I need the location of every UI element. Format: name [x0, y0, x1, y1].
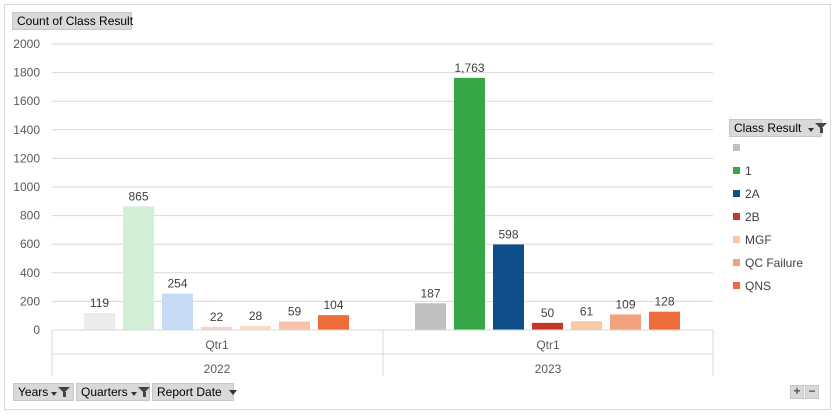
legend-item	[733, 140, 745, 156]
legend-swatch	[733, 190, 740, 198]
data-label: 50	[541, 306, 555, 320]
y-tick-label: 0	[33, 323, 40, 337]
legend-label: 2B	[745, 210, 760, 224]
data-label: 119	[90, 296, 109, 310]
filter-icon[interactable]	[130, 384, 152, 400]
x-tick-label-quarter: Qtr1	[205, 338, 229, 352]
axis-field-label: Years	[18, 385, 49, 399]
legend-swatch	[733, 144, 740, 152]
legend-item: 1	[733, 163, 752, 179]
x-tick-label-quarter: Qtr1	[536, 338, 560, 352]
y-tick-label: 1800	[13, 66, 40, 80]
data-label: 104	[323, 298, 343, 312]
data-label: 865	[128, 189, 148, 203]
axis-field-label: Quarters	[81, 385, 128, 399]
axis-field-button[interactable]: Quarters	[76, 383, 150, 401]
collapse-field-button[interactable]: −	[805, 385, 819, 399]
legend-label: MGF	[745, 233, 772, 247]
x-tick-label-year: 2023	[535, 362, 562, 376]
bar	[571, 321, 602, 330]
plus-icon: +	[793, 384, 801, 398]
y-tick-label: 1400	[13, 123, 40, 137]
value-field-label: Count of Class Result	[17, 14, 134, 28]
bar	[610, 314, 641, 330]
legend-label: 2A	[745, 187, 760, 201]
legend-filter-icon[interactable]	[807, 120, 829, 136]
legend-item: QC Failure	[733, 255, 803, 271]
y-tick-label: 1000	[13, 180, 40, 194]
legend-item: MGF	[733, 232, 772, 248]
y-tick-label: 600	[20, 237, 40, 251]
data-label: 109	[615, 297, 635, 311]
data-label: 61	[580, 304, 594, 318]
y-tick-label: 1200	[13, 151, 40, 165]
legend-label: 1	[745, 164, 752, 178]
bar	[84, 312, 115, 330]
data-label: 22	[210, 310, 224, 324]
legend-swatch	[733, 282, 740, 290]
legend-swatch	[733, 236, 740, 244]
legend-field-button[interactable]: Class Result	[729, 119, 827, 137]
axis-field-button[interactable]: Report Date	[152, 383, 237, 401]
legend-swatch	[733, 213, 740, 221]
legend-label: QNS	[745, 279, 772, 293]
data-label: 1,763	[454, 61, 484, 75]
dropdown-icon[interactable]	[228, 384, 238, 400]
bar	[240, 325, 271, 330]
legend-field-label: Class Result	[734, 121, 802, 135]
expand-field-button[interactable]: +	[790, 385, 804, 399]
y-tick-label: 800	[20, 209, 40, 223]
data-label: 128	[654, 295, 674, 309]
bar	[454, 77, 485, 331]
minus-icon: −	[808, 384, 816, 398]
y-tick-label: 400	[20, 266, 40, 280]
legend-item: QNS	[733, 278, 771, 294]
bar	[649, 311, 680, 330]
data-label: 598	[498, 227, 518, 241]
filter-icon[interactable]	[50, 384, 72, 400]
data-label: 254	[167, 277, 187, 291]
bar	[162, 293, 193, 330]
data-label: 59	[288, 305, 302, 319]
legend-label: QC Failure	[745, 256, 804, 270]
y-tick-label: 1600	[13, 94, 40, 108]
bar	[201, 326, 232, 330]
bar	[123, 206, 154, 330]
y-tick-label: 2000	[13, 37, 40, 51]
legend-swatch	[733, 259, 740, 267]
bar	[493, 244, 524, 330]
y-tick-label: 200	[20, 294, 40, 308]
data-label: 187	[420, 286, 440, 300]
bar	[415, 303, 446, 330]
bar	[318, 315, 349, 330]
axis-field-button[interactable]: Years	[13, 383, 74, 401]
axis-field-label: Report Date	[157, 385, 222, 399]
bar	[532, 322, 563, 330]
value-field-button[interactable]: Count of Class Result	[12, 12, 134, 30]
data-label: 28	[249, 309, 263, 323]
bar	[279, 321, 310, 330]
legend-swatch	[733, 167, 740, 175]
legend-item: 2A	[733, 186, 760, 202]
x-tick-label-year: 2022	[204, 362, 231, 376]
legend-item: 2B	[733, 209, 760, 225]
